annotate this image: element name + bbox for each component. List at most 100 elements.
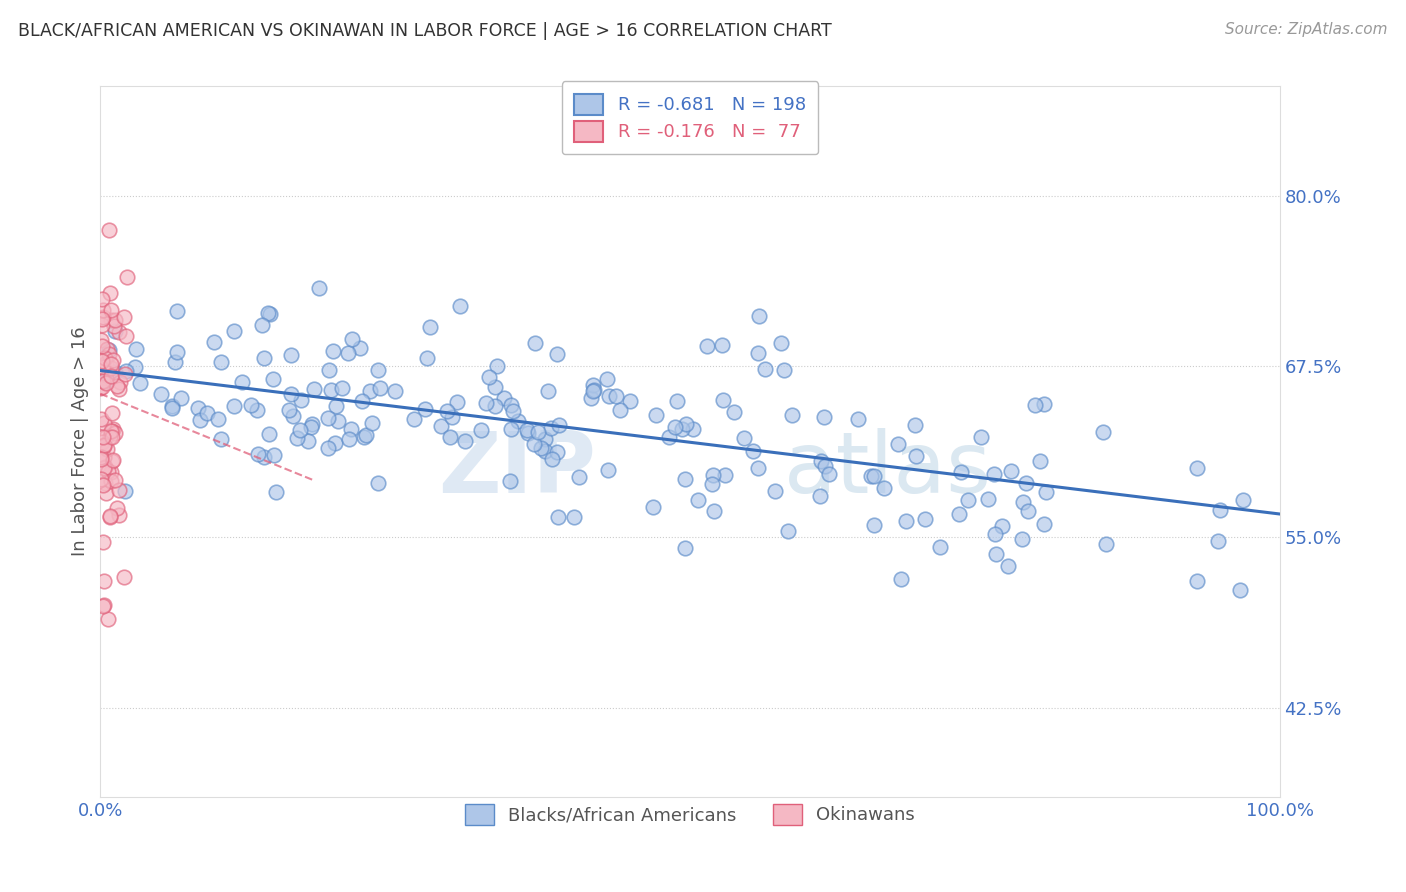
Point	[598, 389, 620, 403]
Point	[318, 362, 340, 376]
Point	[546, 347, 568, 361]
Point	[846, 412, 869, 426]
Point	[1028, 454, 1050, 468]
Point	[470, 423, 492, 437]
Point	[93, 475, 115, 490]
Point	[516, 425, 538, 440]
Point	[983, 467, 1005, 482]
Point	[91, 359, 114, 374]
Point	[90, 318, 112, 333]
Point	[114, 484, 136, 499]
Point	[90, 334, 112, 348]
Point	[98, 430, 121, 444]
Point	[896, 514, 918, 528]
Point	[104, 425, 127, 440]
Point	[97, 347, 120, 361]
Point	[332, 381, 354, 395]
Point	[605, 389, 627, 403]
Point	[253, 450, 276, 465]
Point	[904, 418, 927, 433]
Point	[263, 448, 285, 462]
Point	[93, 574, 115, 589]
Point	[91, 478, 114, 492]
Point	[209, 355, 232, 369]
Point	[863, 468, 886, 483]
Point	[108, 483, 131, 498]
Text: ZIP: ZIP	[437, 428, 596, 511]
Point	[983, 526, 1005, 541]
Point	[368, 381, 391, 395]
Point	[222, 324, 245, 338]
Point	[195, 406, 218, 420]
Point	[475, 396, 498, 410]
Point	[914, 512, 936, 526]
Point	[101, 453, 124, 467]
Point	[94, 351, 117, 365]
Point	[1208, 502, 1230, 516]
Point	[325, 399, 347, 413]
Point	[499, 422, 522, 436]
Point	[562, 509, 585, 524]
Point	[209, 433, 232, 447]
Point	[246, 402, 269, 417]
Point	[264, 484, 287, 499]
Point	[754, 362, 776, 376]
Point	[100, 313, 122, 327]
Point	[711, 338, 734, 352]
Point	[436, 404, 458, 418]
Point	[280, 386, 302, 401]
Point	[112, 570, 135, 584]
Point	[104, 474, 127, 488]
Point	[93, 416, 115, 430]
Point	[747, 345, 769, 359]
Point	[547, 509, 569, 524]
Point	[523, 436, 546, 450]
Point	[1011, 532, 1033, 546]
Point	[579, 391, 602, 405]
Point	[534, 444, 557, 458]
Point	[91, 310, 114, 324]
Point	[516, 423, 538, 437]
Point	[547, 417, 569, 432]
Point	[96, 442, 118, 456]
Point	[446, 395, 468, 409]
Point	[162, 401, 184, 415]
Point	[165, 354, 187, 368]
Point	[125, 343, 148, 357]
Point	[90, 412, 112, 426]
Point	[96, 356, 118, 370]
Point	[280, 348, 302, 362]
Point	[342, 332, 364, 346]
Point	[609, 403, 631, 417]
Point	[1035, 485, 1057, 500]
Point	[98, 508, 121, 523]
Point	[419, 319, 441, 334]
Point	[582, 378, 605, 392]
Point	[929, 541, 952, 555]
Point	[93, 438, 115, 452]
Text: atlas: atlas	[785, 428, 993, 511]
Point	[97, 612, 120, 626]
Point	[970, 430, 993, 444]
Point	[748, 309, 770, 323]
Point	[91, 379, 114, 393]
Point	[813, 410, 835, 425]
Point	[702, 468, 724, 483]
Point	[96, 342, 118, 356]
Point	[100, 357, 122, 371]
Point	[90, 472, 112, 486]
Point	[301, 417, 323, 431]
Point	[188, 413, 211, 427]
Point	[991, 518, 1014, 533]
Point	[91, 312, 114, 326]
Point	[336, 345, 359, 359]
Point	[682, 422, 704, 436]
Point	[723, 405, 745, 419]
Point	[1033, 517, 1056, 532]
Point	[90, 450, 112, 465]
Point	[290, 393, 312, 408]
Text: Source: ZipAtlas.com: Source: ZipAtlas.com	[1225, 22, 1388, 37]
Point	[224, 399, 246, 413]
Point	[97, 464, 120, 478]
Point	[546, 445, 568, 459]
